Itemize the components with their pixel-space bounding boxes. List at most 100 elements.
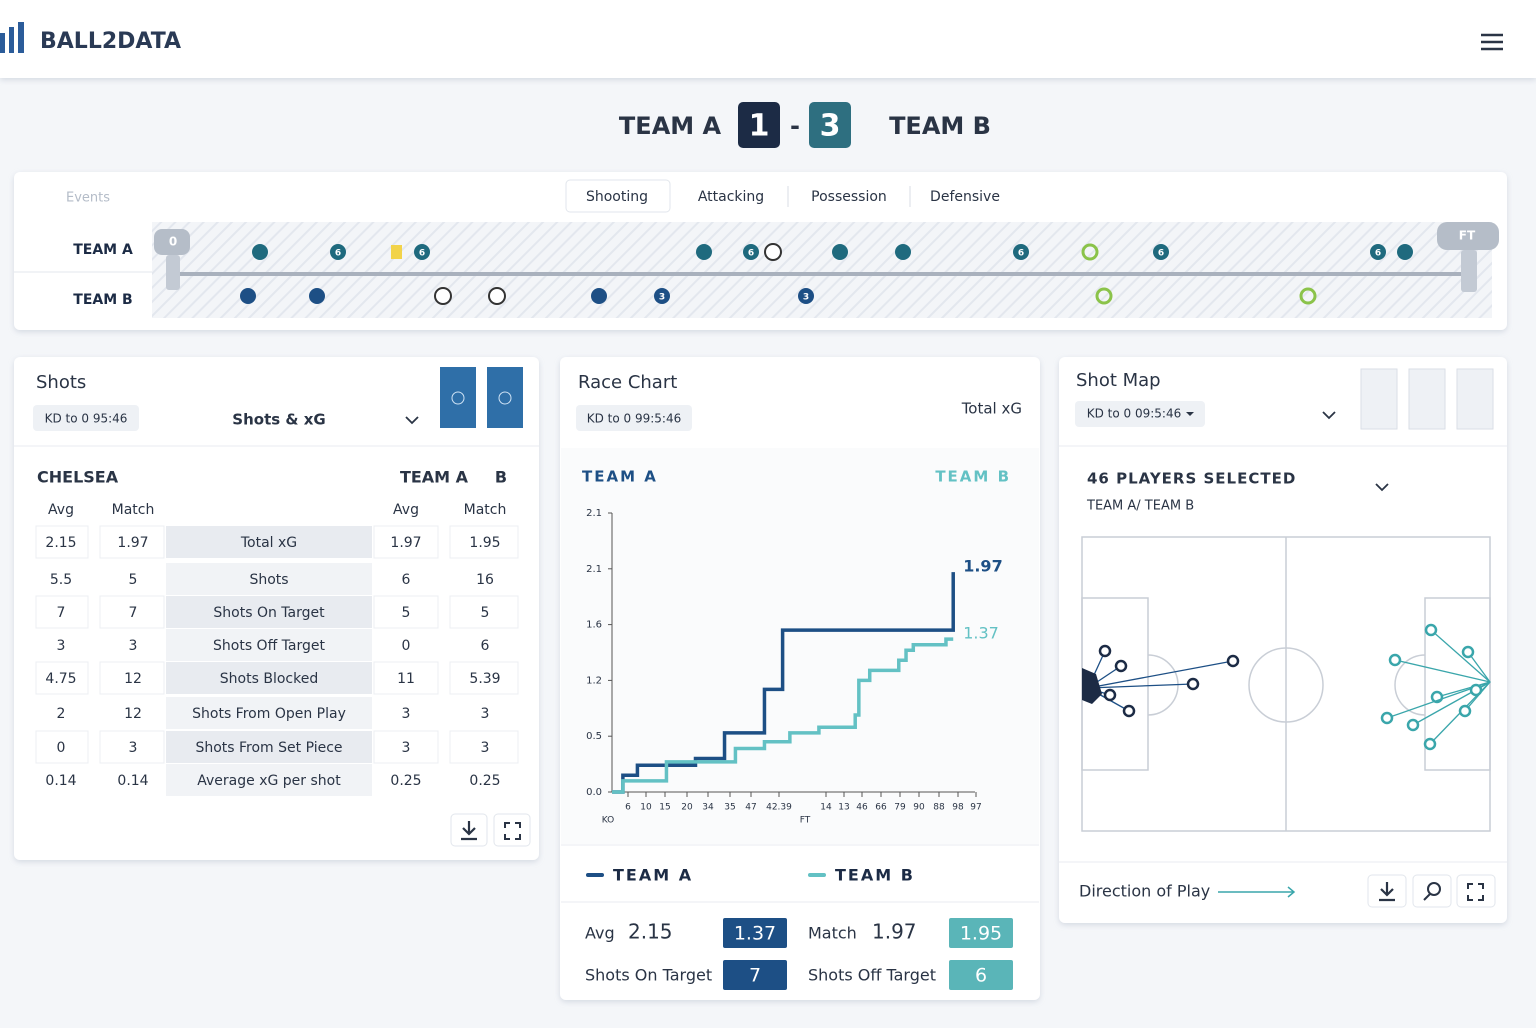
shot-line [1464, 681, 1491, 712]
metric-value: 5 [129, 572, 138, 588]
expand-button[interactable] [1456, 874, 1496, 908]
table-team: B [495, 468, 507, 487]
expand-icon [1467, 883, 1484, 901]
metric-name: Shots Off Target [213, 638, 325, 654]
event-label: 3 [803, 293, 809, 303]
metric-value: 5 [481, 605, 490, 621]
pitch-thumb[interactable] [1456, 368, 1494, 430]
shot-marker [1424, 623, 1438, 637]
x-tick-label: 13 [838, 803, 849, 813]
tab[interactable]: Attacking [698, 189, 764, 205]
sub-event [1299, 287, 1317, 305]
summary-box-value: 1.95 [960, 923, 1002, 945]
ball-event [488, 287, 506, 305]
metric-value: 3 [481, 706, 490, 722]
timeline-start-handle [166, 255, 180, 290]
x-tick-label: 79 [894, 803, 906, 813]
metric-value: 0.25 [390, 773, 421, 789]
metric-name: Shots From Set Piece [195, 740, 342, 756]
legend-label: TEAM A [613, 866, 693, 885]
filter-chip-text[interactable]: KD to 0 09:5:46 [1087, 407, 1182, 421]
metric-value: 1.97 [117, 535, 148, 551]
row-band [35, 661, 89, 695]
y-tick-label: 2.1 [586, 564, 602, 575]
timeline-start-knob [154, 229, 190, 255]
shot-marker [1114, 659, 1128, 673]
event-label: 6 [1375, 249, 1381, 259]
away-score-box [809, 102, 851, 148]
ball-event [764, 243, 782, 261]
metric-cell [166, 596, 372, 628]
events-filter[interactable]: Events [66, 191, 110, 206]
metric-value: 5 [402, 605, 411, 621]
tab[interactable]: Shooting [586, 189, 648, 205]
metric-name: Total xG [240, 535, 297, 551]
timeline-team: TEAM A [73, 242, 133, 258]
tab[interactable]: Possession [811, 189, 887, 205]
metric-cell [166, 629, 372, 661]
pitch-thumb[interactable] [487, 367, 523, 428]
row-band [373, 525, 439, 559]
pitch-arc [1394, 654, 1426, 716]
direction-label: Direction of Play [1079, 882, 1210, 901]
panel-title: Shot Map [1076, 370, 1161, 391]
metric-cell [166, 764, 372, 796]
metric-value: 2 [57, 706, 66, 722]
summary-box [949, 960, 1013, 990]
metric-name: Shots On Target [213, 605, 325, 621]
away-team: TEAM B [889, 112, 991, 140]
summary-box [949, 918, 1013, 948]
view-select[interactable]: Shots & xG [232, 411, 325, 429]
tab[interactable]: Defensive [930, 189, 1000, 205]
shot-line [1087, 660, 1234, 689]
end-value-label: 1.97 [963, 557, 1002, 576]
top-bar [0, 0, 1536, 78]
metric-value: 6 [481, 638, 490, 654]
timeline-end-handle [1461, 250, 1477, 292]
row-band [449, 595, 519, 629]
shot-marker [1423, 737, 1437, 751]
column-header: Avg [393, 502, 419, 518]
metric-value: 3 [402, 740, 411, 756]
event-marker [1370, 244, 1386, 260]
away-goals: 3 [820, 109, 841, 144]
pitch-thumb[interactable] [440, 367, 476, 428]
x-end-label: FT [800, 816, 811, 826]
home-goals: 1 [749, 109, 770, 144]
event-marker [240, 288, 256, 304]
dropdown-icon[interactable] [1375, 483, 1389, 492]
x-tick-label: 34 [702, 803, 714, 813]
row-band [99, 661, 165, 695]
expand-button[interactable] [493, 813, 531, 847]
filter-chip-text[interactable]: KD to 0 95:46 [45, 412, 128, 426]
metric-cell [166, 526, 372, 558]
row-band [99, 730, 165, 764]
timeline-end: FT [1459, 229, 1476, 243]
filter-chip-text[interactable]: KD to 0 99:5:46 [587, 412, 682, 426]
metric-value: 2.15 [45, 535, 76, 551]
ball-event [434, 287, 452, 305]
row-band [35, 525, 89, 559]
xg-line [612, 637, 954, 794]
shot-line [1087, 683, 1194, 689]
summary-value: 2.15 [628, 920, 673, 944]
measure-label: Total xG [961, 400, 1022, 418]
xg-line [612, 572, 955, 794]
search-button[interactable] [1412, 874, 1452, 908]
menu-button[interactable] [1481, 33, 1503, 51]
metric-cell [166, 662, 372, 694]
pitch-thumb[interactable] [1408, 368, 1446, 430]
metric-cell [166, 697, 372, 729]
dropdown-icon[interactable] [1322, 411, 1336, 420]
shot-marker [1469, 683, 1483, 697]
shot-marker [1122, 704, 1136, 718]
event-marker [1013, 244, 1029, 260]
home-score-box [738, 102, 780, 148]
pitch-thumb[interactable] [1360, 368, 1398, 430]
event-label: 6 [335, 249, 341, 259]
metric-cell [166, 563, 372, 595]
x-tick-label: 15 [659, 803, 670, 813]
row-band [373, 730, 439, 764]
dropdown-icon[interactable] [405, 416, 419, 425]
